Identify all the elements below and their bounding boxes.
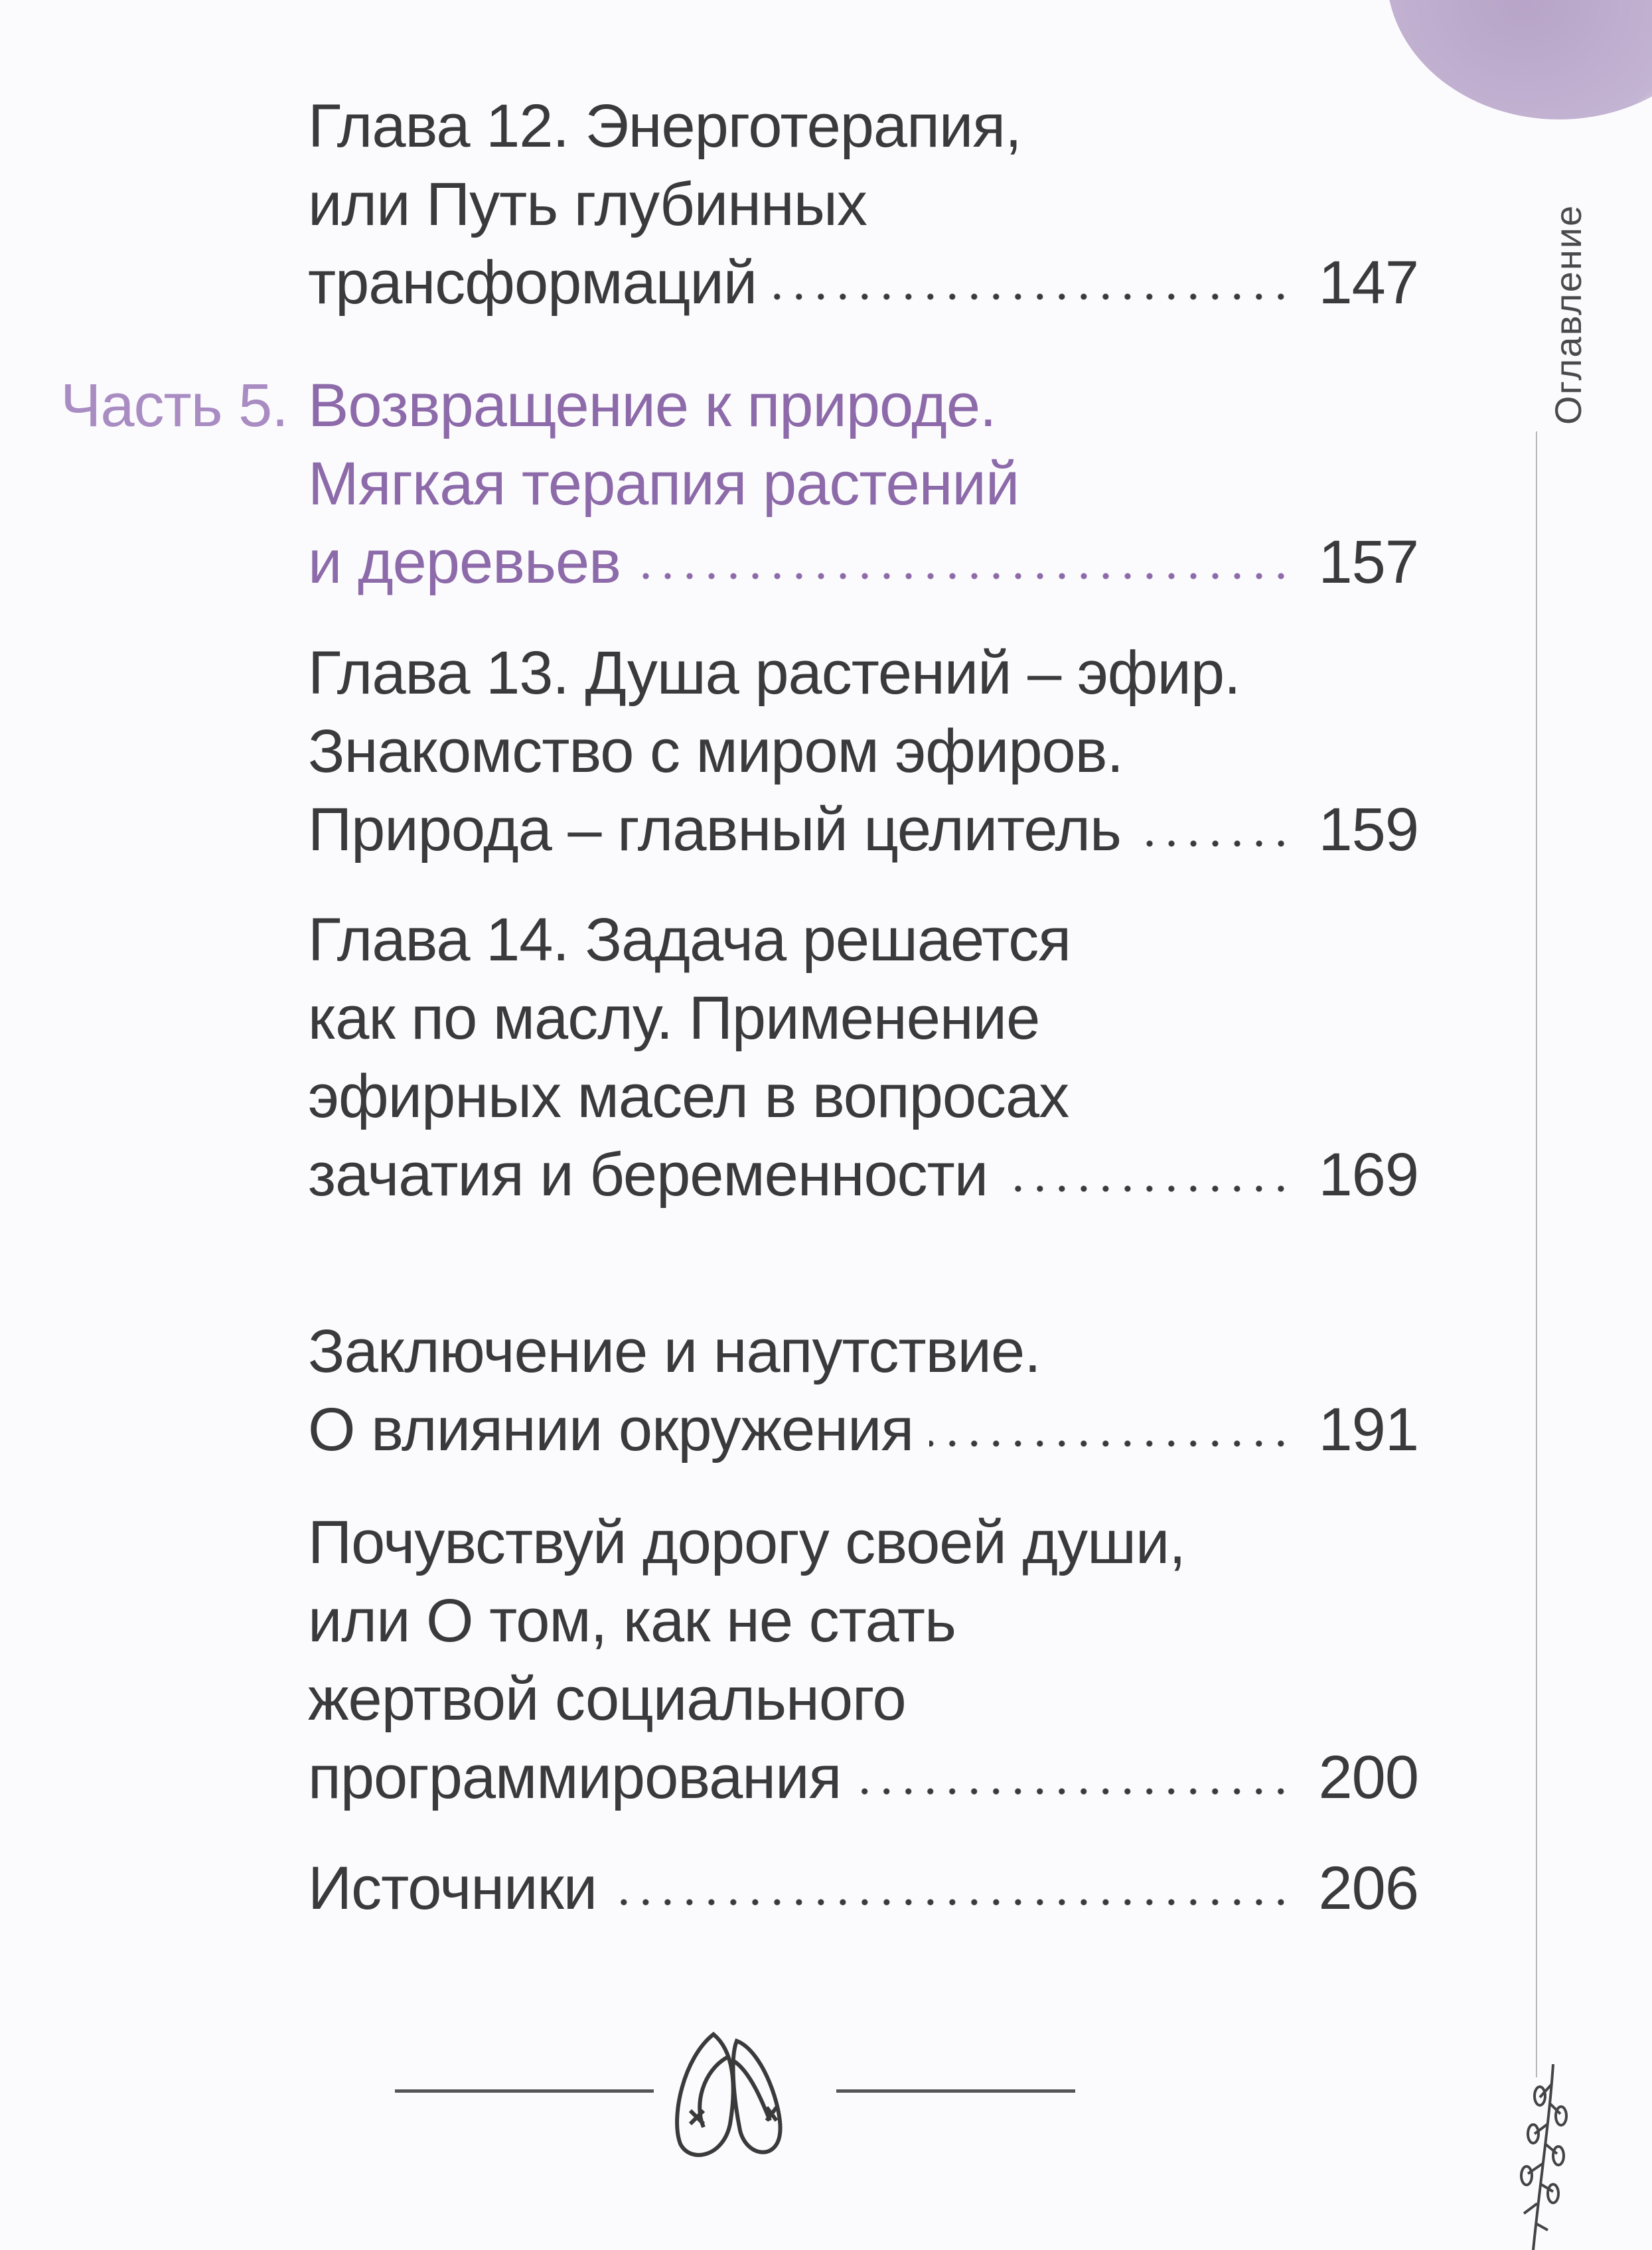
dot-leader xyxy=(773,290,1292,303)
entry-title-line: Почувствуй дорогу своей души, xyxy=(308,1509,1186,1576)
page-number: 147 xyxy=(1318,249,1419,317)
entry-title-line: трансформаций xyxy=(308,249,757,317)
toc-entry-sources[interactable]: Источники 206 xyxy=(308,1849,1419,1927)
watercolor-blob xyxy=(1387,0,1652,119)
dot-leader xyxy=(613,1896,1292,1909)
entry-title-line: программирования xyxy=(308,1744,842,1811)
dot-leader xyxy=(929,1437,1292,1450)
part-label: Часть 5. xyxy=(60,372,289,439)
entry-title-line: жертвой социального xyxy=(308,1665,907,1733)
entry-title-line: Глава 13. Душа растений – эфир. xyxy=(308,639,1241,707)
page-number: 206 xyxy=(1318,1854,1419,1922)
entry-title-line: или Путь глубинных xyxy=(308,171,867,238)
ornament-rule-left xyxy=(395,2089,654,2093)
entry-title-line: Знакомство с миром эфиров. xyxy=(308,717,1124,785)
entry-title-line: зачатия и беременности xyxy=(308,1141,988,1209)
ornament-rule-right xyxy=(836,2089,1075,2093)
page-number: 200 xyxy=(1318,1744,1419,1811)
dot-leader xyxy=(1004,1182,1292,1195)
entry-title-line: или О том, как не стать xyxy=(308,1587,956,1655)
ballet-shoes-ornament-icon xyxy=(675,2032,783,2157)
entry-title-line: О влиянии окружения xyxy=(308,1396,914,1463)
entry-title-line: Заключение и напутствие. xyxy=(308,1317,1041,1385)
toc-entry-chapter-12[interactable]: Глава 12. Энерготерапия, или Путь глубин… xyxy=(308,87,1419,322)
toc-entry-chapter-13[interactable]: Глава 13. Душа растений – эфир. Знакомст… xyxy=(308,634,1419,869)
entry-title-line: Глава 14. Задача решается xyxy=(308,906,1071,974)
vertical-rule xyxy=(1536,431,1537,2077)
dot-leader xyxy=(1136,837,1292,850)
entry-title-line: Природа – главный целитель xyxy=(308,796,1122,863)
toc-entry-conclusion[interactable]: Заключение и напутствие. О влиянии окруж… xyxy=(308,1312,1419,1469)
dot-leader xyxy=(857,1785,1292,1798)
entry-title-line: Глава 12. Энерготерапия, xyxy=(308,92,1022,160)
entry-title-line: Источники xyxy=(308,1854,597,1922)
page-number: 169 xyxy=(1318,1141,1419,1209)
entry-title-line: как по маслу. Применение xyxy=(308,984,1040,1052)
page-number: 159 xyxy=(1318,796,1419,863)
entry-title-line: эфирных масел в вопросах xyxy=(308,1063,1069,1130)
page-number: 157 xyxy=(1318,528,1419,596)
lavender-sprig-icon xyxy=(1520,2064,1568,2250)
page-number: 191 xyxy=(1318,1396,1419,1463)
dot-leader xyxy=(636,569,1292,583)
running-head: Оглавление xyxy=(1547,204,1589,425)
toc-entry-feel-the-road[interactable]: Почувствуй дорогу своей души, или О том,… xyxy=(308,1503,1419,1817)
toc-entry-chapter-14[interactable]: Глава 14. Задача решается как по маслу. … xyxy=(308,901,1419,1214)
entry-title-line: и деревьев xyxy=(308,528,621,596)
entry-title-line: Мягкая терапия растений xyxy=(308,450,1019,518)
toc-entry-part-5[interactable]: Часть 5. Возвращение к природе. Мягкая т… xyxy=(60,366,1419,601)
entry-title-line: Возвращение к природе. xyxy=(308,372,997,439)
